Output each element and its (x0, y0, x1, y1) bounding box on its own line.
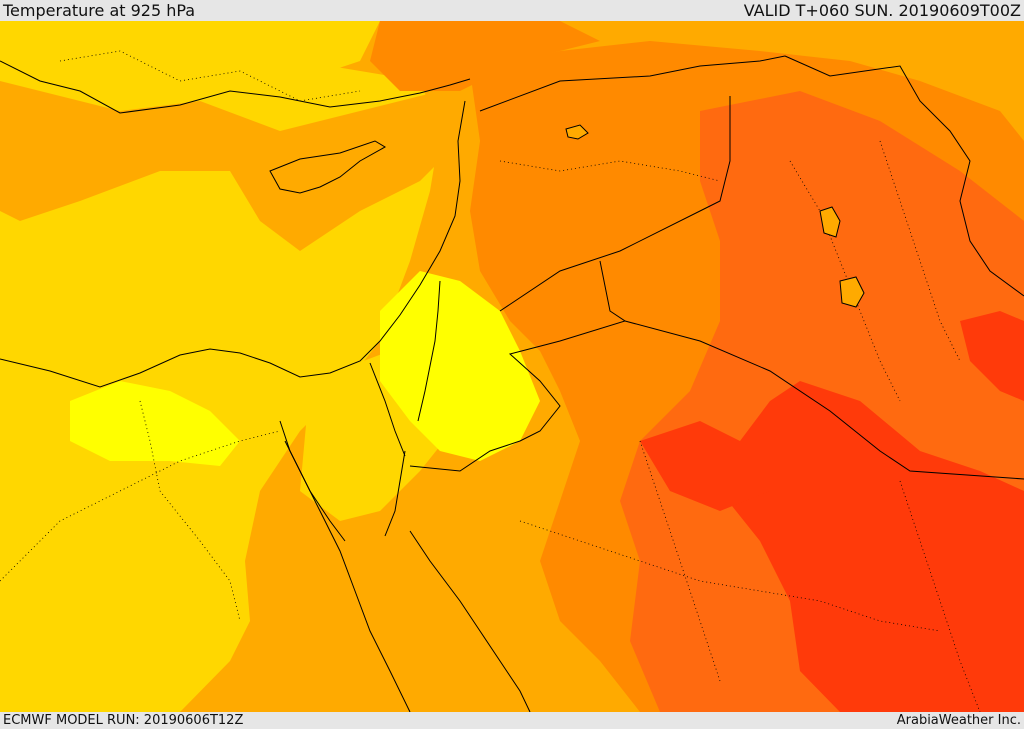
temperature-map (0, 21, 1024, 712)
coastlines (0, 60, 531, 712)
iraq-internal-border-2 (879, 140, 961, 362)
field-red-patch (640, 421, 770, 511)
map-title: Temperature at 925 hPa (3, 1, 196, 20)
egypt-internal-border-2 (139, 400, 241, 622)
model-run-label: ECMWF MODEL RUN: 20190606T12Z (3, 713, 244, 728)
turkey-coast (0, 60, 471, 114)
internal-borders (0, 50, 981, 712)
syria-internal-border (499, 160, 721, 182)
lake-tharthar (819, 206, 841, 238)
credit-label: ArabiaWeather Inc. (896, 713, 1021, 728)
iraq-saudi-border (624, 320, 1024, 480)
header-bar: Temperature at 925 hPa VALID T+060 SUN. … (0, 0, 1024, 21)
cyprus-coast (269, 140, 386, 194)
lakes (565, 124, 865, 308)
mediterranean-south-coast (0, 100, 466, 388)
political-borders (369, 55, 1024, 480)
field-yellow-north (30, 21, 380, 111)
field-orange-top (370, 21, 600, 91)
lake-razzaza (839, 276, 865, 308)
field-red-northeast (960, 311, 1024, 401)
field-yellow-light-egypt (70, 381, 240, 466)
gulf-of-suez-coast (279, 420, 346, 542)
valid-time-label: VALID T+060 SUN. 20190609T00Z (743, 1, 1021, 20)
gulf-of-aqaba-coast (384, 450, 406, 537)
arabia-red-sea-coast (409, 530, 531, 712)
jordan-river (417, 280, 441, 422)
lake-assad (565, 124, 589, 140)
israel-egypt-border (369, 362, 406, 457)
footer-bar: ECMWF MODEL RUN: 20190606T12Z ArabiaWeat… (0, 712, 1024, 729)
field-orange-light-sea (0, 81, 450, 251)
field-red-east (720, 381, 1024, 712)
jordan-saudi-border (409, 260, 627, 472)
syria-iraq-border (479, 55, 786, 112)
iraq-east-border (784, 55, 1024, 297)
syria-east-border (499, 96, 731, 312)
iraq-internal-border-1 (789, 160, 901, 402)
map-canvas (0, 21, 1024, 712)
saudi-internal-border-1 (519, 520, 941, 632)
